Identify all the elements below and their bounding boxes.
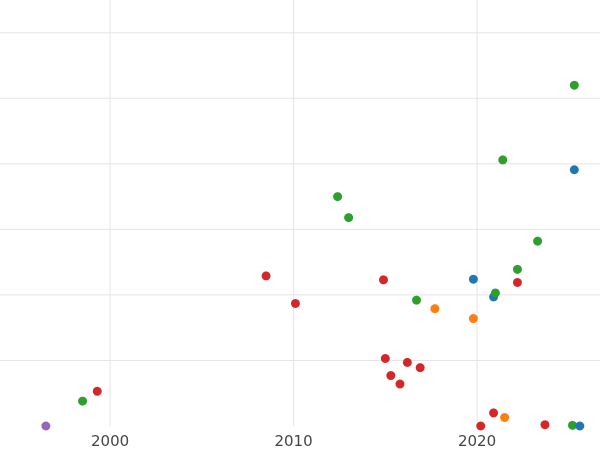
data-point-green xyxy=(490,288,500,298)
x-tick-labels: 2000 2010 2020 xyxy=(91,432,496,450)
data-point-blue xyxy=(468,274,478,284)
data-point-red xyxy=(386,371,396,381)
data-point-red xyxy=(512,277,522,287)
data-point-red xyxy=(261,271,271,281)
points-layer xyxy=(41,80,585,431)
data-point-red xyxy=(290,298,300,308)
data-point-green xyxy=(78,396,88,406)
data-point-purple xyxy=(41,421,51,431)
data-point-red xyxy=(540,420,550,430)
data-point-green xyxy=(412,295,422,305)
data-point-green xyxy=(567,420,577,430)
data-point-green xyxy=(333,192,343,202)
data-point-red xyxy=(402,357,412,367)
data-point-green xyxy=(498,155,508,165)
data-point-green xyxy=(569,80,579,90)
grid-layer xyxy=(0,0,600,426)
data-point-red xyxy=(395,379,405,389)
data-point-orange xyxy=(500,412,510,422)
data-point-red xyxy=(380,353,390,363)
x-tick-label: 2020 xyxy=(458,432,496,450)
data-point-red xyxy=(476,421,486,431)
data-point-red xyxy=(378,275,388,285)
data-point-blue xyxy=(575,421,585,431)
data-point-green xyxy=(344,213,354,223)
x-tick-label: 2010 xyxy=(274,432,312,450)
data-point-red xyxy=(92,386,102,396)
data-point-orange xyxy=(430,304,440,314)
data-point-green xyxy=(512,264,522,274)
data-point-orange xyxy=(468,314,478,324)
data-point-blue xyxy=(569,165,579,175)
data-point-green xyxy=(533,236,543,246)
data-point-red xyxy=(489,408,499,418)
x-tick-label: 2000 xyxy=(91,432,129,450)
data-point-red xyxy=(415,363,425,373)
